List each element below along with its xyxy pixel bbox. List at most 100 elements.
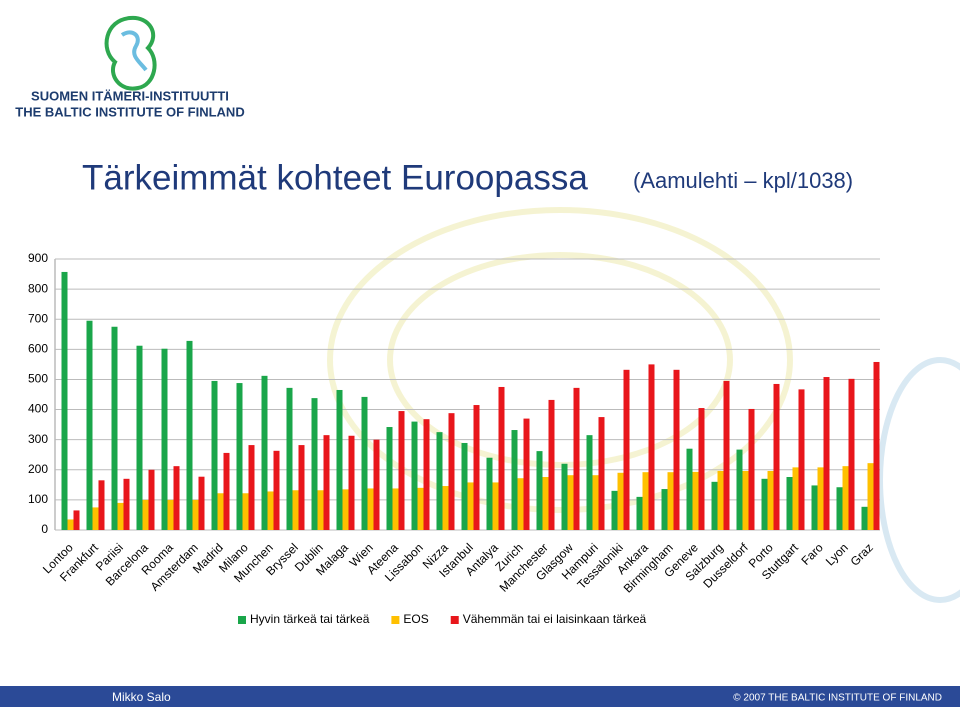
- bar: [748, 408, 755, 530]
- bar: [123, 478, 130, 530]
- bar: [311, 398, 318, 530]
- bar: [236, 383, 243, 530]
- bar: [548, 399, 555, 530]
- bar: [161, 348, 168, 530]
- bar: [661, 489, 668, 530]
- bar: [348, 435, 355, 530]
- bar: [198, 476, 205, 530]
- bar: [411, 421, 418, 530]
- bar: [192, 499, 199, 530]
- bar: [92, 507, 99, 530]
- bar: [342, 489, 349, 530]
- footer-author: Mikko Salo: [112, 690, 171, 704]
- y-tick-label: 600: [28, 342, 48, 356]
- bar: [517, 478, 524, 530]
- chart-title: Tärkeimmät kohteet Euroopassa: [82, 158, 588, 197]
- legend-label: Vähemmän tai ei laisinkaan tärkeä: [463, 612, 647, 626]
- bar: [648, 364, 655, 530]
- bar: [692, 471, 699, 530]
- bar: [867, 463, 874, 530]
- bar: [61, 271, 68, 530]
- bar: [773, 383, 780, 530]
- bar: [711, 481, 718, 530]
- bar: [148, 469, 155, 530]
- bar: [273, 450, 280, 530]
- bar: [623, 369, 630, 530]
- bar: [248, 445, 255, 530]
- bar: [667, 472, 674, 530]
- bar: [586, 435, 593, 530]
- bar: [823, 377, 830, 530]
- bar: [386, 427, 393, 530]
- bar: [292, 490, 299, 530]
- bar: [636, 496, 643, 530]
- bar: [786, 477, 793, 530]
- bar: [598, 417, 605, 530]
- bar: [461, 442, 468, 530]
- bar: [792, 467, 799, 530]
- bar: [873, 361, 880, 530]
- bar: [373, 439, 380, 530]
- bar: [448, 413, 455, 530]
- bar: [492, 482, 499, 530]
- x-tick-label: Lyon: [823, 540, 851, 568]
- y-tick-label: 700: [28, 311, 48, 325]
- bar: [336, 389, 343, 530]
- bar: [498, 386, 505, 530]
- bar: [98, 480, 105, 530]
- bar: [323, 435, 330, 530]
- legend-label: Hyvin tärkeä tai tärkeä: [250, 612, 370, 626]
- y-tick-label: 100: [28, 492, 48, 506]
- bar: [398, 411, 405, 530]
- bar: [617, 472, 624, 530]
- bar: [736, 449, 743, 530]
- bar: [767, 470, 774, 530]
- y-tick-label: 500: [28, 372, 48, 386]
- bar: [511, 430, 518, 530]
- bar: [367, 488, 374, 530]
- bar: [686, 448, 693, 530]
- bar: [811, 485, 818, 530]
- bar: [317, 490, 324, 530]
- y-tick-label: 0: [41, 522, 48, 536]
- bar: [142, 499, 149, 530]
- x-tick-label: Faro: [799, 540, 827, 568]
- bar: [567, 475, 574, 530]
- bar: [392, 488, 399, 530]
- bar: [761, 478, 768, 530]
- watermark: [327, 207, 960, 603]
- bar: [136, 345, 143, 530]
- bar: [673, 369, 680, 530]
- bar: [611, 490, 618, 530]
- chart-subtitle: (Aamulehti – kpl/1038): [633, 168, 853, 193]
- bar: [592, 475, 599, 530]
- bar: [523, 418, 530, 530]
- bar: [173, 466, 180, 530]
- bar: [111, 326, 118, 530]
- bar: [642, 472, 649, 530]
- footer-bar: [0, 686, 960, 707]
- bar: [223, 452, 230, 530]
- footer-copyright: © 2007 THE BALTIC INSTITUTE OF FINLAND: [733, 693, 942, 704]
- y-tick-label: 300: [28, 432, 48, 446]
- bar: [836, 487, 843, 530]
- bar: [723, 380, 730, 530]
- bar: [286, 387, 293, 530]
- legend-swatch: [391, 616, 400, 624]
- bar: [848, 378, 855, 530]
- logo-icon: [104, 15, 157, 91]
- bar: [842, 466, 849, 530]
- bar: [473, 405, 480, 530]
- x-tick-label: Graz: [848, 540, 876, 568]
- bar: [717, 470, 724, 530]
- y-tick-label: 900: [28, 251, 48, 265]
- bar: [542, 477, 549, 530]
- bar: [573, 387, 580, 530]
- bar: [742, 470, 749, 530]
- y-tick-label: 200: [28, 462, 48, 476]
- bar: [242, 493, 249, 530]
- y-tick-label: 400: [28, 402, 48, 416]
- org-name: SUOMEN ITÄMERI-INSTITUUTTI: [31, 88, 229, 103]
- bar: [67, 519, 74, 530]
